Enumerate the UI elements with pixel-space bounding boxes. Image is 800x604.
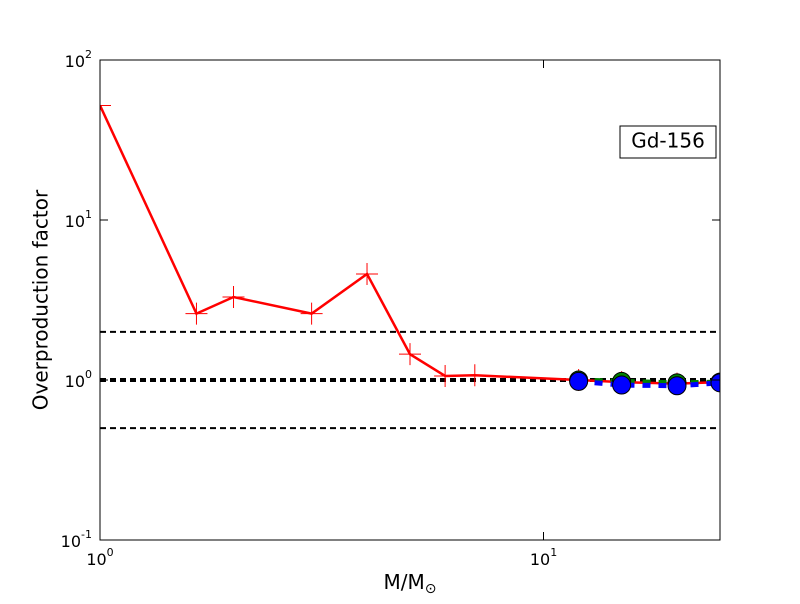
- y-tick-label-exponent: 0: [85, 368, 92, 381]
- marker: [463, 364, 486, 387]
- y-tick-label-base: 10: [65, 212, 85, 231]
- plot-area: [100, 60, 720, 540]
- y-tick-label-base: 10: [61, 532, 81, 551]
- marker: [356, 262, 379, 285]
- series-line: [578, 377, 720, 386]
- x-tick-label: 101: [530, 546, 557, 569]
- x-tick-label: 100: [86, 546, 113, 569]
- marker: [100, 94, 111, 117]
- y-tick-label-base: 10: [65, 52, 85, 71]
- y-tick-label-exponent: 1: [85, 208, 92, 221]
- plot-frame: [99, 59, 721, 541]
- x-tick-label-exponent: 1: [550, 546, 557, 559]
- x-tick-label-base: 10: [86, 550, 106, 569]
- x-tick-label-exponent: 0: [107, 546, 114, 559]
- y-axis-label: Overproduction factor: [29, 189, 53, 410]
- x-axis-label: M/M⊙: [384, 570, 437, 598]
- x-axis-label-sub: ⊙: [425, 581, 437, 597]
- y-tick-label-base: 10: [65, 372, 85, 391]
- y-tick-label: 101: [65, 208, 92, 231]
- marker: [185, 302, 208, 325]
- y-tick-label: 10-1: [61, 528, 92, 551]
- y-tick-label: 102: [65, 48, 92, 71]
- x-tick-label-base: 10: [530, 550, 550, 569]
- marker: [300, 302, 323, 325]
- marker: [222, 286, 245, 309]
- x-axis-label-text: M/M: [384, 570, 425, 594]
- marker: [612, 375, 632, 395]
- series-line: [578, 378, 720, 389]
- y-tick-label-exponent: 2: [85, 48, 92, 61]
- y-tick-label-exponent: -1: [81, 528, 92, 541]
- marker: [569, 371, 589, 391]
- marker: [710, 373, 720, 393]
- y-tick-label: 100: [65, 368, 92, 391]
- annotation-box: [619, 125, 717, 159]
- plot-series: [100, 94, 720, 396]
- marker: [667, 376, 687, 396]
- marker: [399, 343, 421, 366]
- marker: [434, 364, 457, 387]
- annotation: Gd-156: [631, 129, 705, 153]
